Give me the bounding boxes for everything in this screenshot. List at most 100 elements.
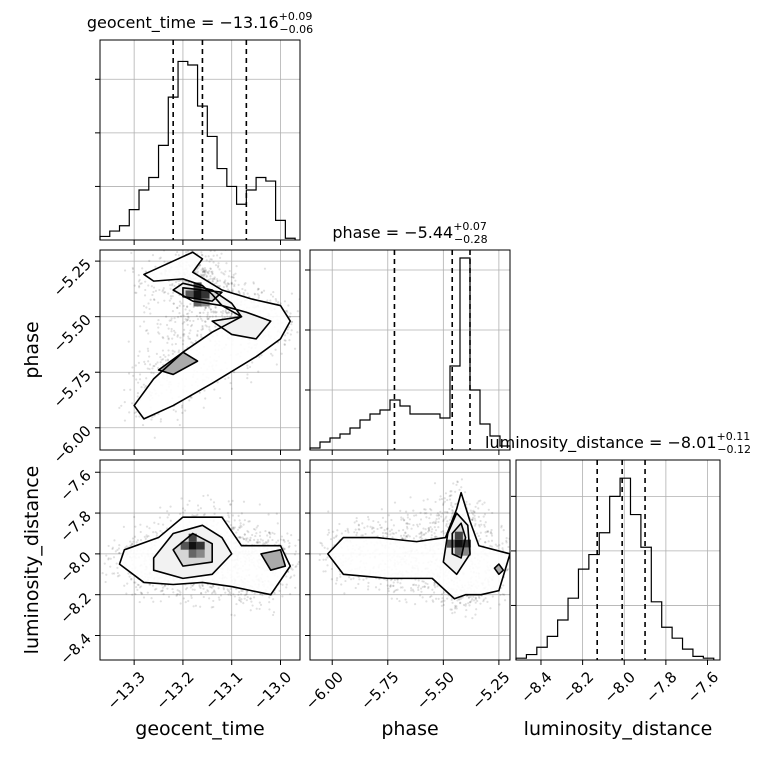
sample-point bbox=[171, 295, 174, 298]
sample-point bbox=[233, 526, 237, 529]
sample-point bbox=[439, 495, 442, 498]
sample-point bbox=[214, 311, 217, 314]
sample-point bbox=[230, 281, 233, 284]
sample-point bbox=[422, 580, 425, 583]
sample-point bbox=[486, 530, 490, 534]
sample-point bbox=[415, 584, 418, 587]
sample-point bbox=[214, 592, 217, 595]
sample-point bbox=[273, 592, 276, 595]
sample-point bbox=[202, 513, 206, 517]
sample-point bbox=[215, 311, 218, 314]
sample-point bbox=[454, 605, 457, 609]
sample-point bbox=[241, 287, 244, 291]
sample-point bbox=[170, 317, 173, 320]
sample-point bbox=[231, 526, 234, 529]
sample-point bbox=[164, 355, 167, 358]
sample-point bbox=[450, 515, 454, 518]
sample-point bbox=[372, 530, 376, 533]
sample-point bbox=[335, 534, 338, 537]
sample-point bbox=[446, 520, 449, 523]
contour-fill bbox=[134, 252, 291, 419]
sample-point bbox=[258, 503, 261, 506]
sample-point bbox=[231, 288, 234, 291]
sample-point bbox=[439, 510, 442, 513]
sample-point bbox=[157, 301, 160, 304]
sample-point bbox=[153, 436, 156, 439]
sample-point bbox=[473, 511, 476, 514]
sample-point bbox=[163, 260, 166, 263]
sample-point bbox=[251, 361, 254, 364]
sample-point bbox=[477, 500, 480, 503]
sample-point bbox=[128, 575, 131, 578]
sample-point bbox=[203, 267, 207, 270]
sample-point bbox=[382, 535, 385, 538]
sample-point bbox=[389, 585, 392, 588]
sample-point bbox=[238, 526, 242, 529]
sample-point bbox=[423, 508, 426, 511]
sample-point bbox=[477, 595, 481, 598]
sample-point bbox=[174, 280, 178, 284]
sample-point bbox=[257, 287, 260, 291]
sample-point bbox=[408, 535, 411, 538]
sample-point bbox=[223, 280, 226, 283]
sample-point bbox=[271, 538, 274, 542]
sample-point bbox=[212, 261, 215, 264]
sample-point bbox=[109, 557, 112, 560]
sample-point bbox=[391, 532, 394, 535]
sample-point bbox=[131, 266, 134, 270]
sample-point bbox=[456, 480, 459, 483]
sample-point bbox=[201, 270, 205, 274]
sample-point bbox=[240, 512, 243, 515]
sample-point bbox=[239, 536, 242, 539]
sample-point bbox=[246, 373, 249, 376]
sample-point bbox=[372, 526, 375, 530]
sample-point bbox=[433, 526, 436, 529]
sample-point bbox=[182, 511, 185, 514]
sample-point bbox=[427, 527, 430, 530]
sample-point bbox=[371, 531, 374, 534]
sample-point bbox=[451, 508, 454, 512]
sample-point bbox=[290, 320, 293, 323]
sample-point bbox=[204, 397, 207, 400]
sample-point bbox=[217, 262, 220, 265]
sample-point bbox=[427, 530, 430, 533]
sample-point bbox=[385, 528, 389, 531]
histogram-panel-luminosity_distance: luminosity_distance = −8.01+0.11 −0.12 bbox=[485, 430, 751, 665]
sample-point bbox=[245, 593, 248, 596]
sample-point bbox=[499, 593, 502, 597]
sample-point bbox=[131, 537, 135, 540]
sample-point bbox=[137, 274, 140, 277]
sample-point bbox=[429, 521, 432, 525]
sample-point bbox=[229, 381, 232, 385]
sample-point bbox=[134, 525, 137, 528]
sample-point bbox=[229, 587, 232, 591]
sample-point bbox=[284, 309, 288, 313]
sample-point bbox=[189, 586, 192, 589]
sample-point bbox=[134, 364, 137, 367]
sample-point bbox=[169, 505, 172, 508]
sample-point bbox=[477, 539, 480, 542]
sample-point bbox=[498, 603, 501, 606]
sample-point bbox=[480, 523, 483, 526]
sample-point bbox=[175, 594, 178, 597]
sample-point bbox=[474, 598, 477, 601]
sample-point bbox=[209, 498, 213, 501]
sample-point bbox=[334, 535, 337, 538]
sample-point bbox=[153, 521, 156, 524]
sample-point bbox=[406, 527, 409, 530]
sample-point bbox=[420, 531, 423, 535]
sample-point bbox=[234, 279, 237, 282]
sample-point bbox=[268, 531, 271, 534]
sample-point bbox=[211, 315, 214, 318]
x-tick-label: −5.25 bbox=[468, 668, 513, 713]
sample-point bbox=[461, 596, 464, 599]
sample-point bbox=[187, 599, 190, 603]
sample-point bbox=[139, 538, 143, 542]
sample-point bbox=[460, 478, 464, 481]
sample-point bbox=[236, 528, 240, 531]
sample-point bbox=[233, 284, 236, 288]
sample-point bbox=[204, 306, 207, 310]
sample-point bbox=[464, 615, 467, 618]
sample-point bbox=[410, 527, 413, 530]
sample-point bbox=[484, 531, 487, 534]
